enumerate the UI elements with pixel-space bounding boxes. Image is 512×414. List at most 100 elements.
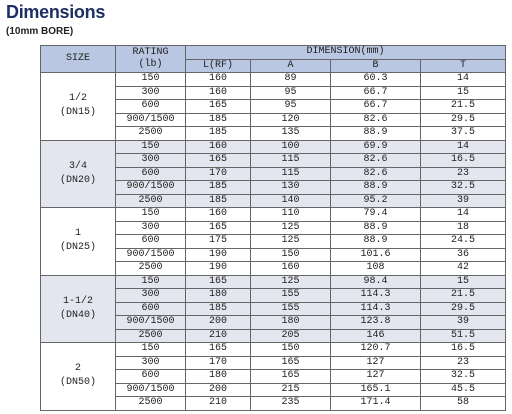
- table-cell: 23: [419, 355, 507, 370]
- header-cell: B: [330, 58, 421, 73]
- table-cell: 21.5: [419, 99, 507, 114]
- table-cell: 150: [115, 139, 186, 154]
- table-cell: 150: [115, 207, 186, 222]
- table-cell: 15: [419, 274, 507, 289]
- table-cell: 210: [185, 396, 251, 411]
- size-text: 1-1/2: [62, 295, 93, 307]
- table-cell: 200: [185, 315, 251, 330]
- table-cell: 2500: [115, 193, 186, 208]
- table-cell: 125: [250, 220, 331, 235]
- table-cell: 175: [185, 234, 251, 249]
- table-row: 600 170 115 82.6 23: [41, 166, 507, 181]
- size-cell: 2 (DN50): [40, 342, 116, 411]
- table-cell: 600: [115, 301, 186, 316]
- table-cell: 125: [250, 274, 331, 289]
- table-cell: 127: [330, 369, 421, 384]
- table-cell: 36: [419, 247, 507, 262]
- table-row: 300 180 155 114.3 21.5: [41, 288, 507, 303]
- table-row: 900/1500 200 180 123.8 39: [41, 315, 507, 330]
- table-cell: 600: [115, 369, 186, 384]
- table-cell: 123.8: [330, 315, 421, 330]
- table-row: 2500 185 135 88.9 37.5: [41, 126, 507, 141]
- table-cell: 95: [250, 99, 331, 114]
- size-cell: 1 (DN25): [40, 207, 116, 276]
- table-cell: 210: [185, 328, 251, 343]
- table-cell: 190: [185, 261, 251, 276]
- table-cell: 88.9: [330, 220, 421, 235]
- table-cell: 16.5: [419, 153, 507, 168]
- table-row: 2 (DN50) 150 165 150 120.7 16.5: [40, 342, 507, 411]
- table-row: 900/1500 200 215 165.1 45.5: [41, 382, 507, 397]
- table-cell: 205: [250, 328, 331, 343]
- table-cell: 114.3: [330, 288, 421, 303]
- title: Dimensions: [6, 2, 106, 22]
- table-cell: 300: [115, 85, 186, 100]
- table-cell: 14: [419, 72, 507, 87]
- table-cell: 300: [115, 153, 186, 168]
- table-cell: 165: [185, 99, 251, 114]
- table-cell: 108: [330, 261, 421, 276]
- table-row: 1/2 (DN15) 150 160 89 60.3 14: [40, 72, 507, 141]
- table-cell: 190: [185, 247, 251, 262]
- table-cell: 42: [419, 261, 507, 276]
- table-cell: 14: [419, 139, 507, 154]
- table-cell: 170: [185, 355, 251, 370]
- size-text: 3/4: [68, 160, 87, 172]
- size-text: 2: [74, 363, 81, 375]
- table-row: 300 160 95 66.7 15: [41, 85, 507, 100]
- table-cell: 185: [185, 126, 251, 141]
- table-cell: 140: [250, 193, 331, 208]
- table-cell: 600: [115, 166, 186, 181]
- size-cell: 1-1/2 (DN40): [40, 274, 116, 343]
- table-cell: 95.2: [330, 193, 421, 208]
- table-cell: 160: [185, 207, 251, 222]
- table-cell: 180: [185, 369, 251, 384]
- table-cell: 39: [419, 315, 507, 330]
- table-cell: 21.5: [419, 288, 507, 303]
- table-cell: 18: [419, 220, 507, 235]
- dn-text: (DN40): [59, 309, 96, 321]
- table-cell: 82.6: [330, 153, 421, 168]
- table-cell: 110: [250, 207, 331, 222]
- table-cell: 88.9: [330, 126, 421, 141]
- dn-text: (DN15): [59, 107, 96, 119]
- table-cell: 170: [185, 166, 251, 181]
- table-cell: 88.9: [330, 234, 421, 249]
- table-cell: 185: [185, 301, 251, 316]
- table-cell: 300: [115, 355, 186, 370]
- table-row: 2500 185 140 95.2 39: [41, 193, 507, 208]
- table-cell: 180: [185, 288, 251, 303]
- table-row: 2500 210 235 171.4 58: [41, 396, 507, 411]
- table-cell: 120.7: [330, 342, 421, 357]
- table-cell: 24.5: [419, 234, 507, 249]
- table-cell: 600: [115, 234, 186, 249]
- table-cell: 235: [250, 396, 331, 411]
- table-cell: 79.4: [330, 207, 421, 222]
- table-cell: 130: [250, 180, 331, 195]
- table-cell: 150: [115, 342, 186, 357]
- table-cell: 89: [250, 72, 331, 87]
- table-cell: 66.7: [330, 99, 421, 114]
- table-cell: 171.4: [330, 396, 421, 411]
- header-cell: L(RF): [185, 58, 251, 73]
- table-cell: 165: [185, 274, 251, 289]
- table-cell: 32.5: [419, 180, 507, 195]
- table-cell: 23: [419, 166, 507, 181]
- table-row: 2500 210 205 146 51.5: [41, 328, 507, 343]
- table-cell: 88.9: [330, 180, 421, 195]
- table-cell: 185: [185, 112, 251, 127]
- table-cell: 900/1500: [115, 315, 186, 330]
- table-cell: 155: [250, 301, 331, 316]
- table-row: 1-1/2 (DN40) 150 165 125 98.4 15: [40, 274, 507, 343]
- size-cell: 3/4 (DN20): [40, 139, 116, 208]
- table-cell: 215: [250, 382, 331, 397]
- table-cell: 16.5: [419, 342, 507, 357]
- table-cell: 66.7: [330, 85, 421, 100]
- table-cell: 165: [250, 355, 331, 370]
- header-cell: SIZE: [40, 45, 116, 73]
- table-cell: 29.5: [419, 301, 507, 316]
- table-cell: 60.3: [330, 72, 421, 87]
- size-cell: 1/2 (DN15): [40, 72, 116, 141]
- table-cell: 32.5: [419, 369, 507, 384]
- dn-text: (DN25): [59, 242, 96, 254]
